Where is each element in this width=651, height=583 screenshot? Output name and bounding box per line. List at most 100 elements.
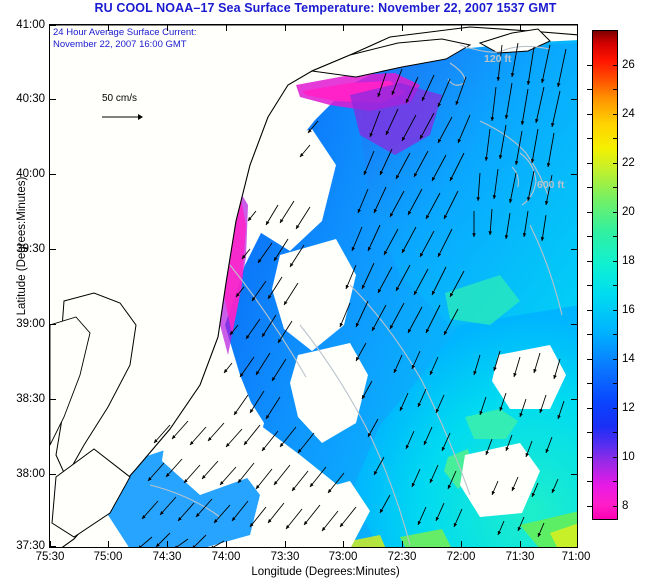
- y-tick-right: [571, 399, 577, 400]
- temperature-colorbar[interactable]: [592, 30, 618, 520]
- x-tick: [285, 541, 286, 547]
- x-tick-top: [343, 25, 344, 31]
- y-tick-right: [571, 249, 577, 250]
- x-tick-top: [167, 25, 168, 31]
- current-annotation: 24 Hour Average Surface Current: Novembe…: [53, 27, 196, 50]
- colorbar-tick-label: 26: [622, 59, 635, 71]
- colorbar-tick: [587, 163, 592, 164]
- colorbar-tick-right: [613, 236, 618, 237]
- y-tick-right: [571, 474, 577, 475]
- colorbar-tick-right: [613, 383, 618, 384]
- y-tick-right: [571, 174, 577, 175]
- colorbar-tick: [587, 432, 592, 433]
- colorbar-tick: [587, 89, 592, 90]
- colorbar-tick-label: 16: [622, 304, 635, 316]
- colorbar-tick-right: [613, 481, 618, 482]
- x-tick-label: 75:30: [35, 551, 65, 563]
- colorbar-tick-right: [613, 432, 618, 433]
- colorbar-tick: [587, 114, 592, 115]
- x-tick-top: [402, 25, 403, 31]
- colorbar-tick-label: 14: [622, 353, 635, 365]
- scale-reference-label: 50 cm/s: [102, 93, 138, 104]
- colorbar-tick: [587, 236, 592, 237]
- y-axis-title: Latitude (Degrees:Minutes): [16, 176, 28, 316]
- y-tick-label: 38:30: [16, 393, 45, 405]
- x-tick: [461, 541, 462, 547]
- x-tick: [226, 541, 227, 547]
- colorbar-tick-right: [613, 359, 618, 360]
- colorbar-tick-label: 10: [622, 451, 635, 463]
- y-tick: [50, 324, 56, 325]
- colorbar-tick: [587, 408, 592, 409]
- colorbar-tick-right: [613, 506, 618, 507]
- colorbar-tick: [587, 261, 592, 262]
- colorbar-tick-label: 12: [622, 402, 635, 414]
- colorbar-tick: [587, 506, 592, 507]
- colorbar-tick-right: [613, 285, 618, 286]
- colorbar-tick-right: [613, 457, 618, 458]
- current-annotation-line2: November 22, 2007 16:00 GMT: [53, 38, 187, 50]
- x-tick: [108, 541, 109, 547]
- y-tick: [50, 99, 56, 100]
- colorbar-tick: [587, 457, 592, 458]
- colorbar-tick-right: [613, 261, 618, 262]
- colorbar-tick-right: [613, 212, 618, 213]
- x-tick-label: 71:00: [561, 551, 591, 563]
- y-tick-label: 40:00: [16, 168, 45, 180]
- y-tick-label: 37:30: [16, 540, 45, 552]
- x-tick: [520, 541, 521, 547]
- y-tick: [50, 546, 56, 547]
- x-tick-top: [461, 25, 462, 31]
- colorbar-tick: [587, 481, 592, 482]
- depth-contour-label-120ft: 120 ft: [484, 53, 512, 65]
- colorbar-tick-label: 22: [622, 157, 635, 169]
- y-tick: [50, 249, 56, 250]
- colorbar-tick: [587, 285, 592, 286]
- colorbar-tick-right: [613, 163, 618, 164]
- colorbar-tick: [587, 310, 592, 311]
- x-tick-label: 74:30: [152, 551, 182, 563]
- x-axis-title: Longitude (Degrees:Minutes): [251, 566, 400, 578]
- colorbar-tick-right: [613, 114, 618, 115]
- colorbar-tick: [587, 65, 592, 66]
- x-tick-label: 72:00: [446, 551, 476, 563]
- colorbar-tick-label: 18: [622, 255, 635, 267]
- current-annotation-line1: 24 Hour Average Surface Current:: [53, 27, 197, 38]
- x-tick: [402, 541, 403, 547]
- y-tick-right: [571, 324, 577, 325]
- colorbar-tick-right: [613, 187, 618, 188]
- colorbar-tick: [587, 187, 592, 188]
- y-tick-label: 41:00: [16, 19, 45, 31]
- y-tick: [50, 399, 56, 400]
- colorbar-tick-label: 8: [622, 500, 629, 512]
- y-tick-label: 39:00: [16, 318, 45, 330]
- x-tick-label: 71:30: [505, 551, 535, 563]
- scale-reference-arrow: [102, 109, 162, 127]
- y-tick-label: 39:30: [16, 243, 45, 255]
- x-tick-label: 73:30: [270, 551, 300, 563]
- colorbar-tick-right: [613, 138, 618, 139]
- x-tick-label: 74:00: [211, 551, 241, 563]
- colorbar-tick-right: [613, 89, 618, 90]
- map-plot-area[interactable]: 24 Hour Average Surface Current: Novembe…: [49, 24, 578, 548]
- surface-current-vectors: [50, 25, 577, 547]
- colorbar-tick: [587, 138, 592, 139]
- x-tick-top: [520, 25, 521, 31]
- y-tick: [50, 474, 56, 475]
- colorbar-tick: [587, 383, 592, 384]
- x-tick: [167, 541, 168, 547]
- x-tick-label: 75:00: [93, 551, 123, 563]
- colorbar-tick-right: [613, 334, 618, 335]
- y-tick-right: [571, 99, 577, 100]
- x-tick: [343, 541, 344, 547]
- page-title: RU COOL NOAA–17 Sea Surface Temperature:…: [94, 1, 557, 15]
- y-tick: [50, 174, 56, 175]
- colorbar-tick-right: [613, 65, 618, 66]
- x-tick-top: [108, 25, 109, 31]
- colorbar-tick: [587, 359, 592, 360]
- x-tick-top: [285, 25, 286, 31]
- x-tick-top: [226, 25, 227, 31]
- x-tick-label: 73:00: [328, 551, 358, 563]
- colorbar-tick-label: 24: [622, 108, 635, 120]
- colorbar-tick: [587, 212, 592, 213]
